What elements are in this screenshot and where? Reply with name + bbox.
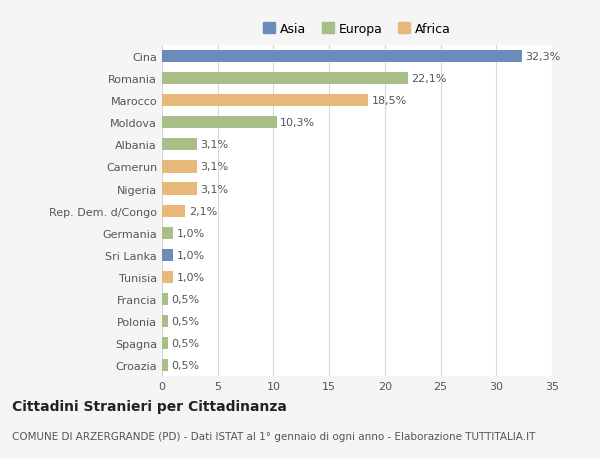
Text: 1,0%: 1,0% xyxy=(176,272,205,282)
Bar xyxy=(162,73,408,85)
Bar xyxy=(162,139,197,151)
Bar xyxy=(162,117,277,129)
Bar xyxy=(162,205,185,217)
Text: 0,5%: 0,5% xyxy=(171,316,199,326)
Legend: Asia, Europa, Africa: Asia, Europa, Africa xyxy=(259,19,455,39)
Bar xyxy=(162,249,173,261)
Bar xyxy=(162,95,368,107)
Text: 0,5%: 0,5% xyxy=(171,338,199,348)
Bar xyxy=(162,337,167,349)
Text: 32,3%: 32,3% xyxy=(525,52,560,62)
Text: 1,0%: 1,0% xyxy=(176,228,205,238)
Text: Cittadini Stranieri per Cittadinanza: Cittadini Stranieri per Cittadinanza xyxy=(12,399,287,413)
Bar xyxy=(162,51,522,63)
Bar xyxy=(162,161,197,173)
Text: 2,1%: 2,1% xyxy=(189,206,217,216)
Text: 3,1%: 3,1% xyxy=(200,162,228,172)
Text: 0,5%: 0,5% xyxy=(171,360,199,370)
Text: 0,5%: 0,5% xyxy=(171,294,199,304)
Text: COMUNE DI ARZERGRANDE (PD) - Dati ISTAT al 1° gennaio di ogni anno - Elaborazion: COMUNE DI ARZERGRANDE (PD) - Dati ISTAT … xyxy=(12,431,535,442)
Text: 18,5%: 18,5% xyxy=(371,96,407,106)
Bar xyxy=(162,315,167,327)
Bar xyxy=(162,227,173,239)
Text: 3,1%: 3,1% xyxy=(200,140,228,150)
Text: 3,1%: 3,1% xyxy=(200,184,228,194)
Bar xyxy=(162,293,167,305)
Bar xyxy=(162,271,173,283)
Bar xyxy=(162,183,197,195)
Text: 10,3%: 10,3% xyxy=(280,118,315,128)
Bar xyxy=(162,359,167,371)
Text: 1,0%: 1,0% xyxy=(176,250,205,260)
Text: 22,1%: 22,1% xyxy=(412,74,447,84)
